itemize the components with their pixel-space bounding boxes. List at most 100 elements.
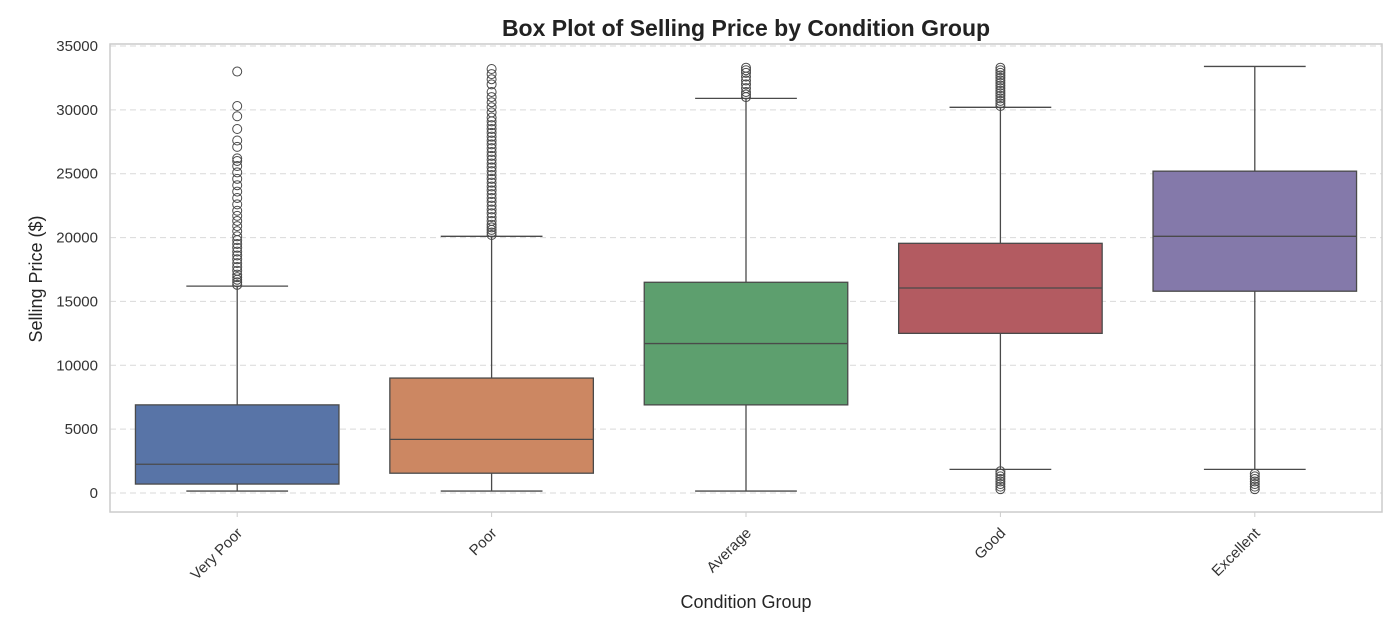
outlier-point — [486, 147, 497, 158]
outlier-point — [486, 154, 497, 165]
outlier-point — [486, 127, 497, 138]
outlier-point — [232, 261, 243, 272]
outlier-point — [995, 476, 1006, 487]
outlier-point — [486, 86, 497, 97]
outlier-point — [486, 215, 497, 226]
outlier-point — [232, 254, 243, 265]
outlier-point — [486, 143, 497, 154]
outlier-point — [232, 192, 243, 203]
outlier-point — [232, 199, 243, 210]
outlier-point — [995, 95, 1006, 106]
outlier-point — [1249, 468, 1260, 479]
y-tick-label: 30000 — [56, 102, 98, 119]
outlier-point — [995, 481, 1006, 492]
outlier-point — [486, 200, 497, 211]
outlier-point — [486, 177, 497, 188]
outlier-point — [232, 167, 243, 178]
outlier-point — [232, 111, 243, 122]
outlier-point — [232, 205, 243, 216]
box-group-average — [643, 62, 849, 492]
y-tick-label: 35000 — [56, 38, 98, 55]
outlier-point — [486, 135, 497, 146]
outlier-point — [486, 112, 497, 123]
box-group-very-poor — [134, 66, 340, 492]
outlier-point — [232, 226, 243, 237]
outlier-point — [486, 102, 497, 113]
box-group-good — [897, 62, 1103, 495]
outlier-point — [232, 231, 243, 242]
outlier-point — [995, 85, 1006, 96]
y-tick-label: 25000 — [56, 166, 98, 183]
outlier-point — [232, 153, 243, 164]
y-tick-label: 0 — [90, 485, 98, 502]
outlier-point — [232, 279, 243, 290]
outlier-point — [232, 277, 243, 288]
y-tick-label: 15000 — [56, 293, 98, 310]
outlier-point — [995, 471, 1006, 482]
outlier-point — [1249, 479, 1260, 490]
x-tick-label: Poor — [466, 525, 500, 559]
outlier-point — [232, 258, 243, 269]
outlier-point — [232, 186, 243, 197]
outlier-point — [486, 158, 497, 169]
y-tick-label: 10000 — [56, 357, 98, 374]
boxes-layer — [134, 62, 1358, 495]
x-tick-label: Good — [971, 525, 1009, 563]
outlier-point — [232, 215, 243, 226]
outlier-point — [486, 222, 497, 233]
outlier-point — [232, 221, 243, 232]
outlier-point — [995, 468, 1006, 479]
outlier-point — [486, 139, 497, 150]
outlier-point — [232, 155, 243, 166]
outlier-point — [995, 80, 1006, 91]
box-group-excellent — [1152, 65, 1358, 495]
outlier-point — [486, 230, 497, 241]
outlier-point — [232, 173, 243, 184]
outlier-point — [486, 181, 497, 192]
outlier-point — [486, 92, 497, 103]
outlier-point — [995, 90, 1006, 101]
x-axis-ticks: Very Poor Poor Average Good Excellent — [187, 512, 1264, 583]
outlier-point — [486, 227, 497, 238]
outlier-point — [232, 246, 243, 257]
iqr-box — [1152, 170, 1358, 292]
outlier-point — [995, 479, 1006, 490]
outlier-point — [232, 210, 243, 221]
outlier-point — [486, 192, 497, 203]
outlier-point — [232, 161, 243, 172]
outlier-point — [995, 88, 1006, 99]
box-group-poor — [389, 63, 595, 492]
outlier-point — [995, 65, 1006, 76]
outlier-point — [486, 162, 497, 173]
outlier-point — [232, 124, 243, 135]
outlier-point — [995, 101, 1006, 112]
outlier-point — [995, 72, 1006, 83]
outlier-point — [486, 166, 497, 177]
outlier-point — [486, 219, 497, 230]
outlier-point — [1249, 473, 1260, 484]
outlier-point — [1249, 484, 1260, 495]
outlier-point — [1249, 476, 1260, 487]
x-axis-label: Condition Group — [680, 592, 811, 612]
outlier-point — [486, 189, 497, 200]
outlier-point — [741, 75, 751, 86]
outlier-point — [1249, 471, 1260, 482]
outlier-point — [486, 173, 497, 184]
outlier-point — [232, 135, 243, 146]
outlier-point — [486, 79, 497, 90]
outlier-point — [995, 484, 1006, 495]
outlier-point — [486, 63, 497, 74]
outlier-point — [486, 69, 497, 80]
outlier-point — [486, 196, 497, 207]
outlier-point — [741, 83, 751, 94]
y-tick-label: 5000 — [65, 421, 98, 438]
y-axis-ticks: 0 5000 10000 15000 20000 25000 30000 35000 — [56, 38, 98, 502]
outlier-point — [232, 180, 243, 191]
outlier-point — [232, 238, 243, 249]
outlier-point — [486, 97, 497, 108]
outlier-point — [995, 83, 1006, 94]
y-tick-label: 20000 — [56, 230, 98, 247]
outlier-point — [232, 141, 243, 152]
x-tick-label: Average — [703, 525, 754, 576]
